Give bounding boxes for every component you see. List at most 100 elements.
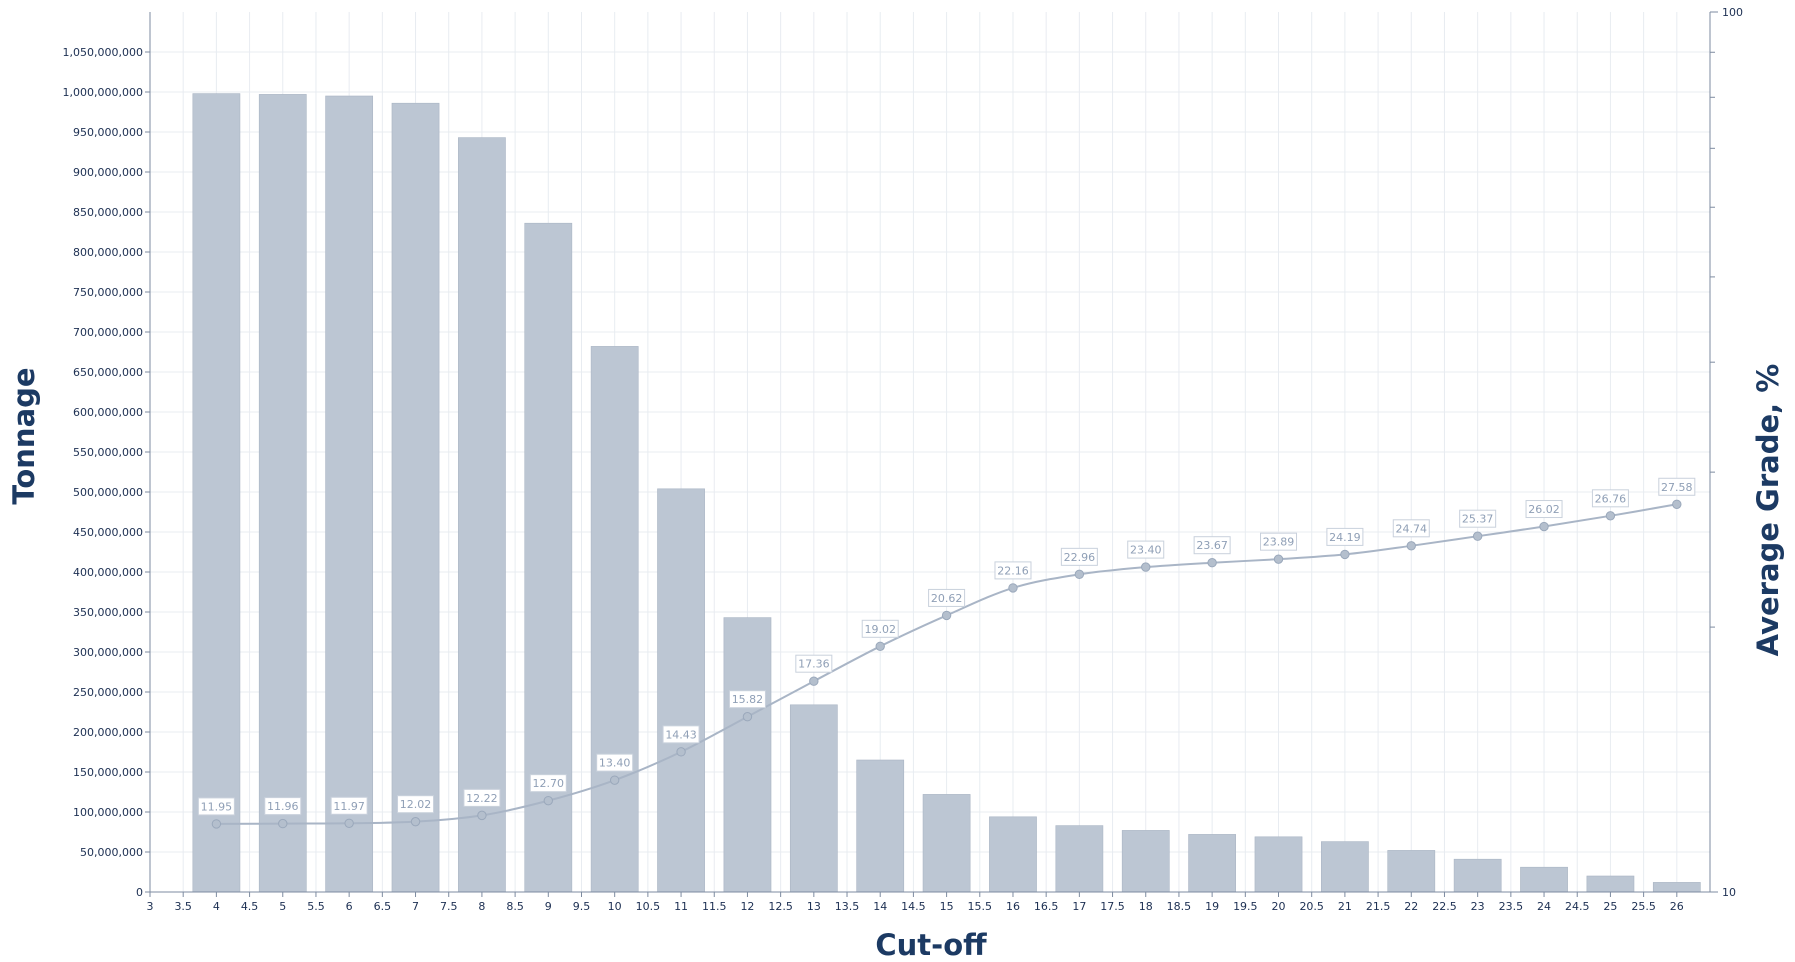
x-tick-label: 24: [1537, 900, 1551, 913]
grade-data-label: 13.40: [599, 757, 631, 770]
grade-point: [1672, 499, 1682, 509]
grade-label-box: [1392, 519, 1430, 538]
grade-label-box: [529, 774, 567, 793]
x-tick-label: 14.5: [901, 900, 926, 913]
tonnage-bar: [1520, 866, 1568, 893]
tonnage-bar: [258, 94, 307, 893]
grade-label-box: [1658, 477, 1696, 496]
tonnage-bar: [458, 137, 506, 893]
grade-label-box: [928, 588, 966, 607]
y-tick-label: 0: [136, 886, 143, 899]
x-tick-label: 5: [279, 900, 286, 913]
x-tick-label: 15.5: [968, 900, 993, 913]
grade-data-label: 12.70: [533, 777, 565, 790]
grade-data-labels: 11.95 11.96 11.97 12.02 12.22 12.70 13.40 14.43…: [197, 477, 1696, 816]
tonnage-bar: [723, 617, 772, 893]
x-tick-label: 3.5: [174, 900, 192, 913]
tonnage-bar: [922, 794, 971, 893]
tonnage-bar: [989, 816, 1037, 893]
grade-point: [1141, 562, 1151, 572]
y-tick-label: 650,000,000: [73, 366, 143, 379]
x-tick-label: 15: [940, 900, 954, 913]
grade-point: [1273, 554, 1284, 564]
y-tick-label: 600,000,000: [73, 406, 143, 419]
x-tick-label: 24.5: [1565, 900, 1590, 913]
y-tick-label: 1,050,000,000: [63, 46, 143, 59]
grade-label-box: [728, 690, 766, 709]
grade-point: [941, 610, 952, 621]
x-tick-label: 12.5: [768, 900, 793, 913]
x-tick-label: 12: [740, 900, 754, 913]
x-tick-label: 18: [1139, 900, 1153, 913]
x-tick-label: 22: [1404, 900, 1418, 913]
grade-point: [278, 818, 288, 829]
tonnage-bar: [1121, 830, 1170, 893]
tonnage-bar: [1652, 882, 1701, 893]
x-tick-label: 14: [873, 900, 887, 913]
x-tick-label: 6.5: [374, 900, 392, 913]
y-tick-label: 250,000,000: [73, 686, 143, 699]
y2-tick-label: 10: [1722, 886, 1736, 899]
grade-point: [211, 819, 222, 829]
y-tick-label: 400,000,000: [73, 566, 143, 579]
y2-tick-label: 100: [1722, 6, 1743, 19]
grade-point: [1207, 558, 1217, 568]
grade-label-box: [1127, 540, 1165, 559]
y-tick-label: 150,000,000: [73, 766, 143, 779]
tonnage-bar: [1453, 858, 1502, 893]
x-tick-label: 19.5: [1233, 900, 1258, 913]
x-tick-label: 16.5: [1034, 900, 1059, 913]
grade-line: [211, 499, 1682, 829]
grade-label-box: [1591, 489, 1629, 508]
tonnage-bars: [192, 93, 1701, 893]
tonnage-bar: [1387, 850, 1436, 893]
y-tick-label: 900,000,000: [73, 166, 143, 179]
x-tick-label: 4: [213, 900, 220, 913]
grade-data-label: 17.36: [798, 658, 830, 671]
grade-data-label: 27.58: [1661, 481, 1693, 494]
y2-axis-title: Average Grade, %: [1751, 364, 1785, 657]
grade-data-label: 19.02: [864, 623, 896, 636]
y-tick-label: 700,000,000: [73, 326, 143, 339]
x-tick-label: 26: [1670, 900, 1684, 913]
grade-label-box: [1459, 509, 1497, 528]
grade-label-box: [1260, 532, 1298, 551]
grade-label-box: [861, 619, 899, 638]
y-tick-label: 850,000,000: [73, 206, 143, 219]
x-tick-label: 7.5: [440, 900, 458, 913]
grade-data-label: 22.16: [997, 564, 1029, 577]
x-tick-label: 25.5: [1631, 900, 1656, 913]
x-axis-title: Cut-off: [875, 928, 987, 962]
grade-data-label: 24.74: [1396, 522, 1428, 535]
x-tick-label: 16: [1006, 900, 1020, 913]
x-tick-label: 5.5: [307, 900, 325, 913]
grade-data-label: 12.22: [466, 792, 498, 805]
grade-label-box: [197, 797, 235, 816]
x-tick-label: 20: [1272, 900, 1286, 913]
tonnage-bar: [1055, 825, 1104, 893]
y-tick-label: 800,000,000: [73, 246, 143, 259]
x-tick-label: 21.5: [1366, 900, 1391, 913]
x-tick-label: 10.5: [636, 900, 661, 913]
y-tick-label: 350,000,000: [73, 606, 143, 619]
grade-point: [1605, 511, 1616, 521]
tonnage-bar: [1321, 841, 1369, 893]
tonnage-bar: [657, 488, 705, 893]
tonnage-bar: [856, 759, 905, 893]
grade-data-label: 20.62: [931, 592, 963, 605]
grade-point: [543, 795, 553, 806]
x-tick-label: 8.5: [506, 900, 524, 913]
grade-data-label: 14.43: [665, 728, 697, 741]
grade-point: [1539, 521, 1549, 532]
grade-data-label: 15.82: [732, 693, 764, 706]
x-tick-label: 23.5: [1499, 900, 1524, 913]
grade-point: [676, 747, 686, 757]
x-tick-label: 9.5: [573, 900, 591, 913]
grade-point: [609, 775, 620, 785]
grade-label-box: [662, 725, 700, 744]
y-axis-title: Tonnage: [7, 367, 41, 504]
grade-point: [1472, 531, 1483, 541]
x-tick-label: 4.5: [241, 900, 259, 913]
x-tick-label: 11.5: [702, 900, 727, 913]
